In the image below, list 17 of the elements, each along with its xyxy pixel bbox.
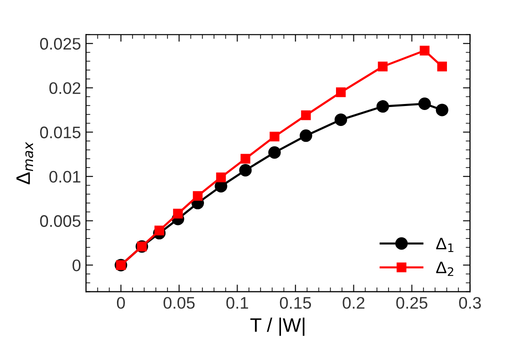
x-tick-label: 0.05 — [164, 296, 195, 309]
x-axis-title: T / |W| — [250, 318, 304, 336]
x-tick-label: 0.3 — [459, 296, 481, 309]
x-tick-label: 0.25 — [396, 296, 428, 309]
x-tick-label: 0 — [116, 296, 125, 309]
y-tick-label: 0.025 — [40, 38, 80, 50]
x-tick-label: 0.2 — [342, 296, 364, 309]
legend-label: Δ$_{1}$ — [436, 238, 454, 252]
y-axis-title: Δ$_{max}$ — [16, 142, 34, 184]
y-tick-label: 0.015 — [40, 126, 80, 138]
x-tick-label: 0.15 — [280, 296, 311, 309]
x-tick-label: 0.1 — [226, 296, 248, 309]
y-tick-label: 0.02 — [49, 82, 80, 94]
legend-label: Δ$_{2}$ — [436, 262, 454, 276]
y-tick-label: 0.01 — [49, 170, 80, 183]
y-tick-label: 0 — [72, 259, 81, 272]
y-tick-label: 0.005 — [40, 215, 80, 227]
